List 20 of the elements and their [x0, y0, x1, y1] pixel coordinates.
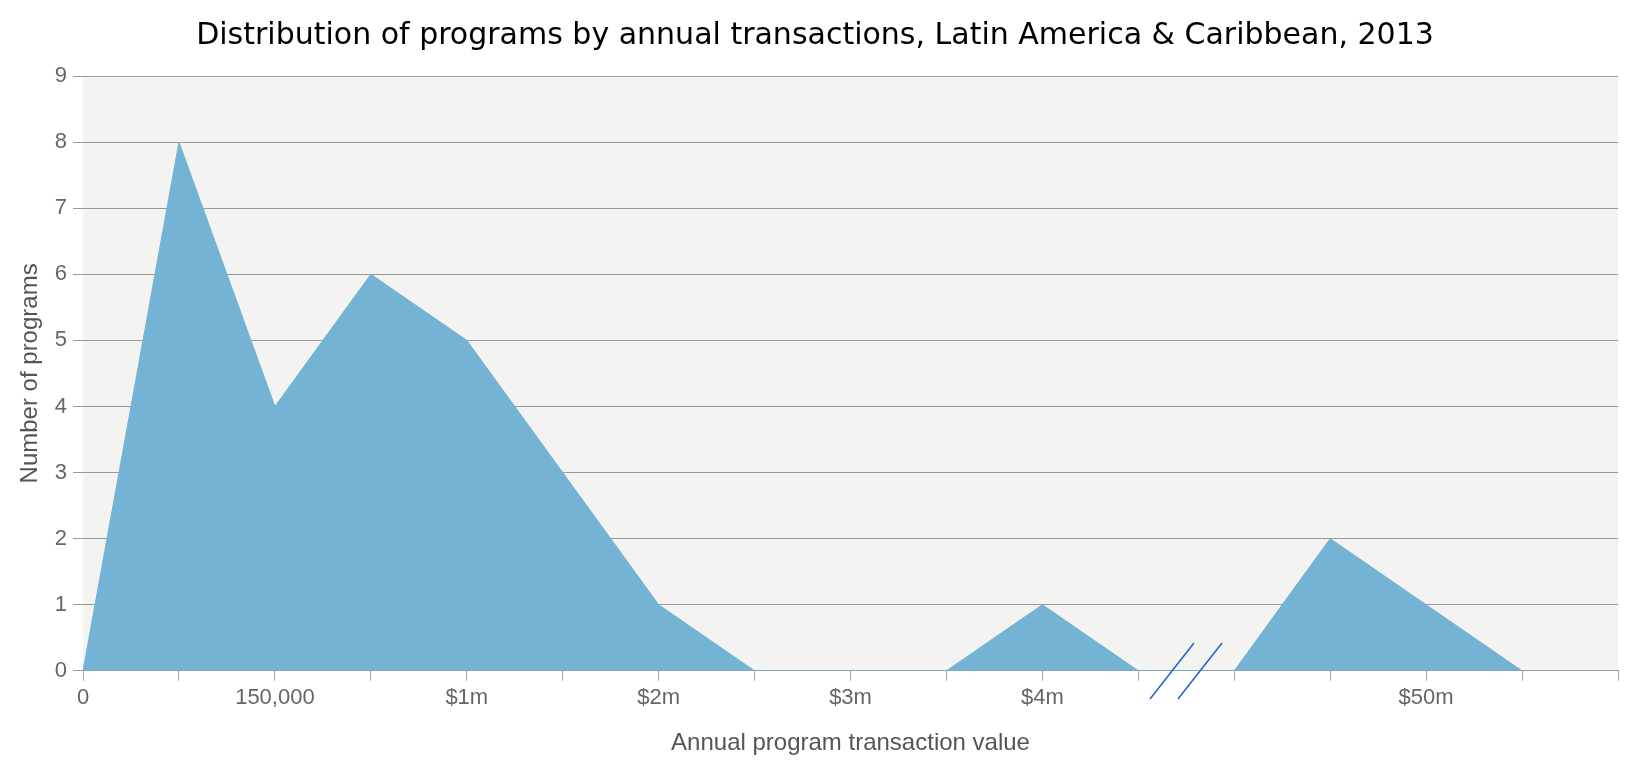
y-tick-label: 6 — [54, 260, 68, 286]
y-tick-label: 5 — [54, 326, 68, 352]
x-tick-label: $2m — [637, 684, 681, 710]
y-tick-label: 8 — [54, 128, 68, 154]
x-tick-label: $4m — [1020, 684, 1064, 710]
y-tick-label: 1 — [54, 590, 68, 616]
y-tick-label: 7 — [54, 194, 68, 220]
x-tick-label: $3m — [829, 684, 872, 710]
y-tick-label: 4 — [54, 392, 68, 418]
y-tick-label: 9 — [54, 62, 68, 88]
y-axis-title: Number of programs — [15, 263, 43, 484]
x-tick-label: 150,000 — [235, 684, 315, 710]
y-tick-label: 2 — [54, 524, 68, 550]
x-tick-label: 0 — [76, 684, 90, 710]
x-tick-label: $50m — [1398, 684, 1454, 710]
x-axis-title: Annual program transaction value — [671, 728, 1030, 756]
y-tick-label: 3 — [54, 458, 68, 484]
x-tick-label: $1m — [445, 684, 489, 710]
chart-title: Distribution of programs by annual transactions, Latin America & Caribbean, 2013 — [196, 15, 1434, 51]
y-tick-label: 0 — [54, 656, 68, 682]
